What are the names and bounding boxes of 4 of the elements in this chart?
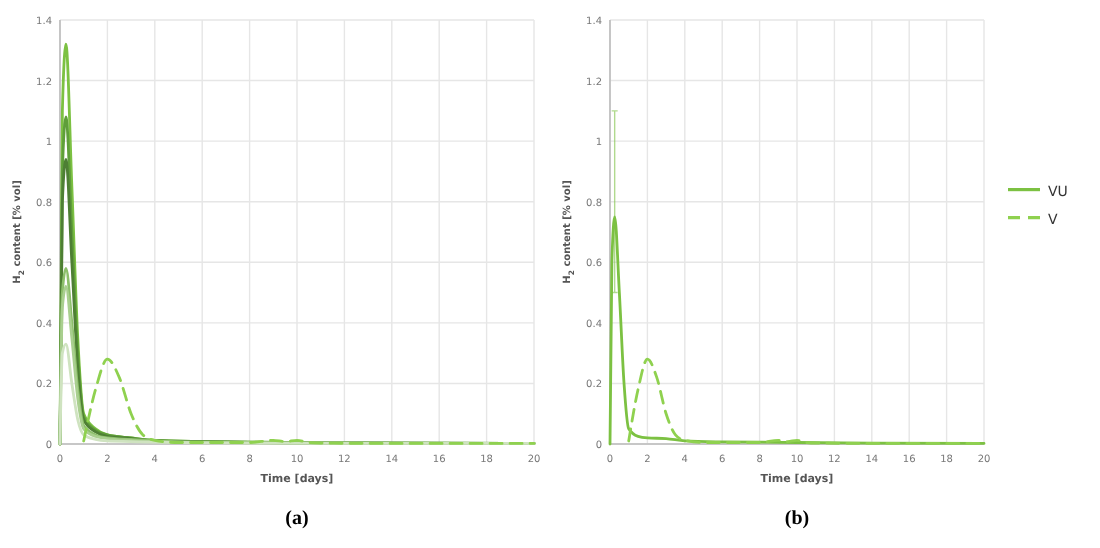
- line-series: [627, 357, 986, 445]
- text: (b): [784, 508, 810, 530]
- text: (a): [285, 508, 309, 530]
- line-series: [82, 357, 536, 445]
